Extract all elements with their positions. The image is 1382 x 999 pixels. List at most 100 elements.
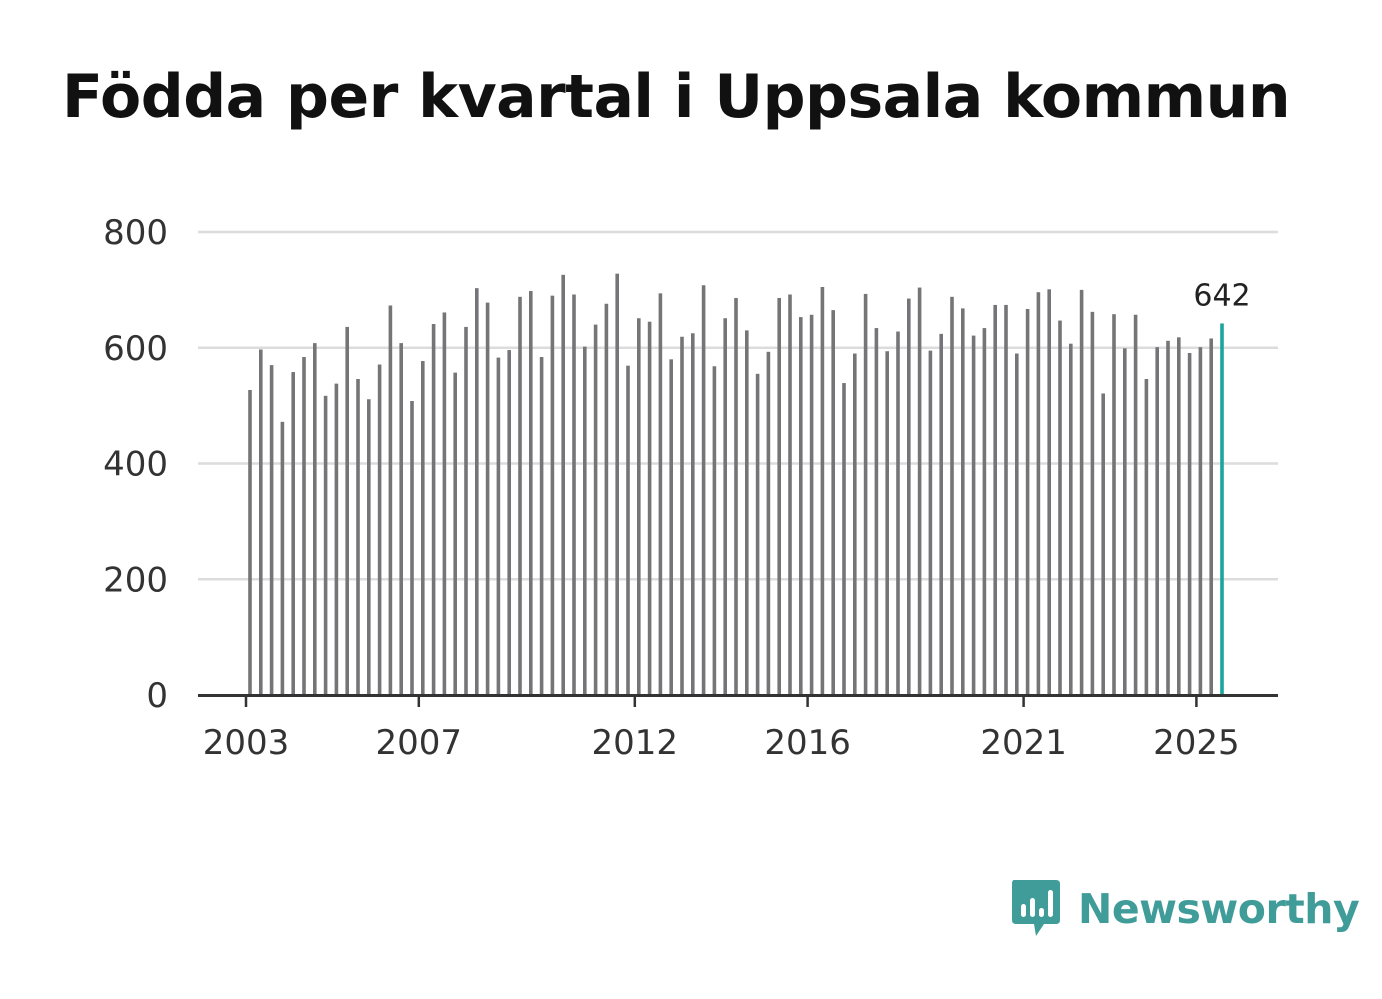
bar-2005-q2 bbox=[345, 326, 349, 695]
y-tick-label-600: 600 bbox=[103, 329, 168, 369]
bar-2011-q1 bbox=[593, 324, 598, 695]
bar-2018-q1 bbox=[896, 331, 900, 695]
bar-2024-q4 bbox=[1187, 352, 1192, 695]
bar-2015-q1 bbox=[766, 351, 771, 695]
bar-2012-q3 bbox=[658, 293, 663, 695]
bar-2020-q3 bbox=[1004, 304, 1008, 695]
bar-2011-q2 bbox=[604, 303, 609, 695]
bar-2008-q3 bbox=[485, 302, 490, 695]
bar-2018-q3 bbox=[917, 287, 922, 695]
brand-logo[interactable]: Newsworthy bbox=[1010, 878, 1360, 940]
chart-title: Födda per kvartal i Uppsala kommun bbox=[62, 62, 1291, 132]
bar-2009-q3 bbox=[529, 291, 533, 695]
bar-2007-q3 bbox=[442, 312, 447, 695]
bar-2021-q1 bbox=[1025, 308, 1030, 695]
y-tick-label-200: 200 bbox=[103, 560, 168, 600]
newsworthy-logo-icon bbox=[1012, 880, 1060, 936]
bar-2007-q1 bbox=[421, 361, 425, 695]
bar-2017-q1 bbox=[853, 353, 857, 695]
bar-2006-q3 bbox=[399, 343, 403, 695]
brand-name: Newsworthy bbox=[1078, 885, 1360, 933]
bar-2011-q4 bbox=[626, 365, 630, 695]
y-tick-label-0: 0 bbox=[146, 676, 168, 716]
bar-2013-q1 bbox=[680, 336, 684, 695]
bar-2019-q3 bbox=[961, 308, 965, 695]
bar-2004-q1 bbox=[291, 372, 295, 695]
bar-2009-q1 bbox=[507, 350, 511, 695]
bar-2016-q2 bbox=[820, 286, 825, 695]
bar-2010-q3 bbox=[572, 294, 576, 695]
bar-2006-q1 bbox=[377, 364, 382, 695]
bar-2010-q1 bbox=[550, 295, 555, 695]
bar-2008-q2 bbox=[475, 288, 479, 695]
bar-2004-q2 bbox=[302, 357, 306, 695]
bar-2014-q1 bbox=[723, 318, 727, 695]
x-tick-label-2021: 2021 bbox=[980, 723, 1067, 763]
bar-2016-q3 bbox=[831, 310, 835, 695]
x-axis-ticks: 2003 2007 2012 2016 2021 2025 bbox=[203, 695, 1240, 763]
x-tick-label-2012: 2012 bbox=[592, 723, 679, 763]
bar-2014-q3 bbox=[745, 330, 749, 695]
bar-2008-q4 bbox=[496, 357, 501, 695]
bar-2003-q2 bbox=[259, 349, 263, 695]
bar-2006-q2 bbox=[388, 305, 393, 695]
bar-2011-q3 bbox=[615, 273, 619, 695]
bar-2013-q3 bbox=[701, 285, 706, 695]
bar-2013-q4 bbox=[712, 366, 717, 695]
bar-2023-q4 bbox=[1144, 379, 1149, 695]
bar-2014-q4 bbox=[755, 373, 760, 695]
bar-2023-q2 bbox=[1123, 348, 1127, 695]
bar-2023-q3 bbox=[1133, 314, 1138, 695]
bar-2004-q4 bbox=[323, 395, 328, 695]
gridlines bbox=[198, 230, 1278, 581]
bar-2021-q3 bbox=[1047, 289, 1051, 695]
bar-2003-q3 bbox=[269, 365, 274, 695]
bar-2017-q4 bbox=[885, 351, 889, 695]
bar-2018-q4 bbox=[928, 350, 933, 695]
bar-2018-q2 bbox=[907, 298, 911, 695]
bars bbox=[248, 273, 1224, 695]
bar-2016-q1 bbox=[809, 314, 814, 695]
bar-2022-q3 bbox=[1090, 311, 1095, 695]
bar-2005-q4 bbox=[367, 399, 371, 695]
bar-2010-q4 bbox=[583, 346, 587, 695]
bar-2013-q2 bbox=[691, 333, 695, 695]
x-tick-label-2003: 2003 bbox=[203, 723, 290, 763]
bar-2007-q4 bbox=[453, 372, 457, 695]
bar-2022-q1 bbox=[1069, 343, 1073, 695]
bar-2019-q2 bbox=[950, 296, 954, 695]
bar-2025-q1 bbox=[1198, 347, 1203, 695]
x-tick-label-2016: 2016 bbox=[764, 723, 851, 763]
bar-2020-q4 bbox=[1015, 353, 1019, 695]
bar-2012-q1 bbox=[637, 318, 641, 695]
bar-2014-q2 bbox=[734, 297, 738, 695]
bar-2003-q4 bbox=[280, 421, 285, 695]
y-axis-tick-labels: 0 200 400 600 800 bbox=[103, 213, 168, 716]
bar-2025-q2 bbox=[1209, 338, 1213, 695]
bar-2017-q3 bbox=[874, 328, 879, 695]
bar-2021-q4 bbox=[1058, 320, 1062, 695]
bar-2004-q3 bbox=[313, 343, 317, 695]
bar-2009-q4 bbox=[539, 357, 544, 695]
bar-2015-q2 bbox=[777, 297, 781, 695]
bar-2024-q3 bbox=[1177, 337, 1181, 695]
bar-2024-q1 bbox=[1155, 347, 1159, 695]
bar-2012-q4 bbox=[669, 359, 673, 695]
bar-2015-q3 bbox=[788, 294, 792, 695]
bar-2003-q1 bbox=[248, 389, 252, 695]
bar-2019-q1 bbox=[939, 333, 943, 695]
bar-2025-q3 bbox=[1220, 323, 1224, 695]
bar-2015-q4 bbox=[799, 317, 803, 695]
bar-2016-q4 bbox=[842, 383, 846, 695]
bar-2020-q1 bbox=[982, 328, 987, 695]
y-tick-label-400: 400 bbox=[103, 445, 168, 485]
bar-2017-q2 bbox=[863, 293, 868, 695]
bar-2005-q1 bbox=[334, 383, 339, 695]
last-value-label: 642 bbox=[1193, 278, 1250, 313]
x-tick-label-2025: 2025 bbox=[1153, 723, 1240, 763]
bar-2019-q4 bbox=[971, 335, 976, 695]
bar-2022-q4 bbox=[1101, 393, 1105, 695]
bar-2009-q2 bbox=[518, 296, 522, 695]
bar-2005-q3 bbox=[356, 379, 360, 695]
